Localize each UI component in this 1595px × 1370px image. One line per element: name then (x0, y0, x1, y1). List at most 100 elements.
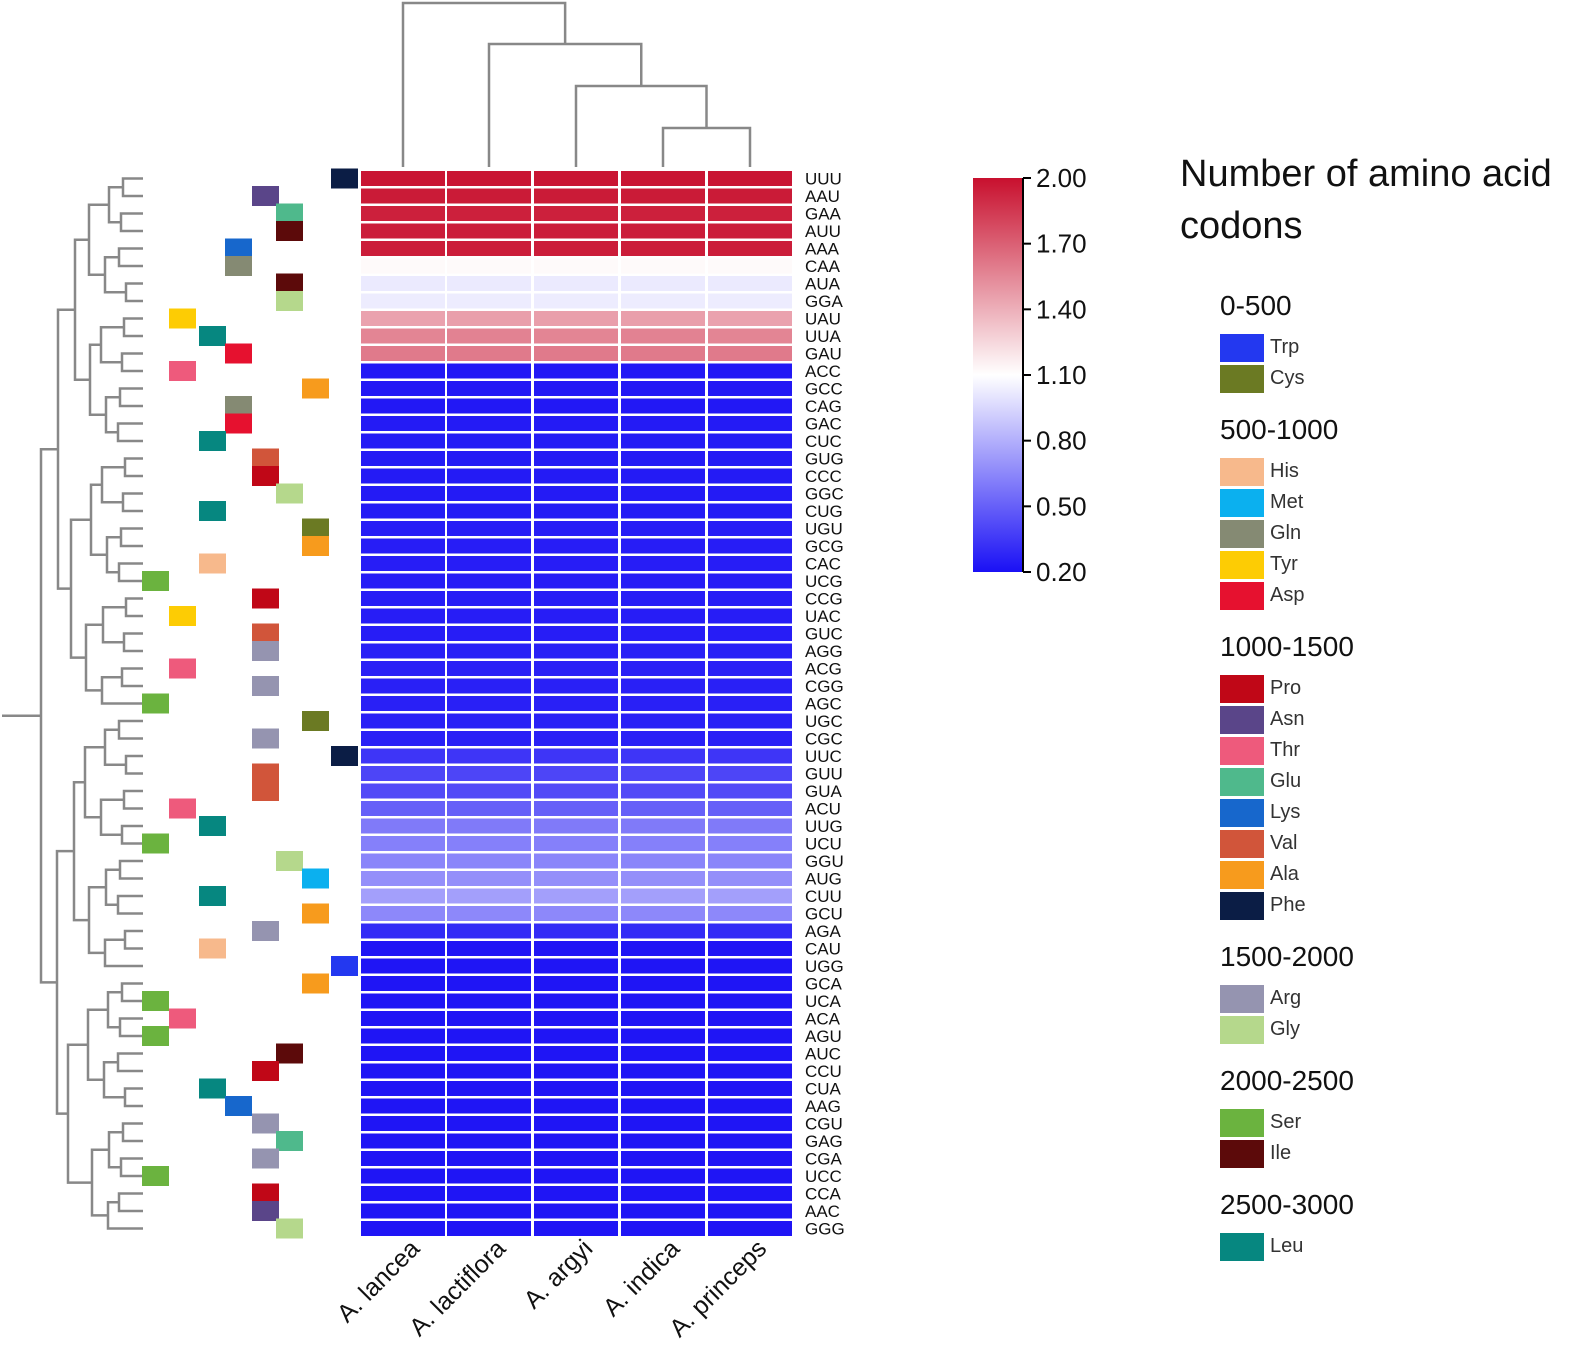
heatmap-cell (708, 976, 792, 991)
amino-acid-mark (252, 448, 279, 469)
row-dendrogram-branch (119, 212, 143, 233)
row-dendrogram-branch (116, 422, 143, 443)
heatmap-cell (361, 818, 445, 834)
amino-acid-mark (169, 798, 196, 819)
heatmap-cell (708, 661, 792, 676)
codon-label: CUG (805, 502, 843, 521)
heatmap-cell (447, 941, 531, 956)
amino-acid-mark (199, 886, 226, 906)
amino-acid-mark (252, 641, 279, 661)
heatmap-cell (361, 801, 445, 816)
color-scale-label: 0.80 (1036, 426, 1087, 456)
amino-acid-mark (302, 518, 329, 539)
amino-acid-mark (252, 588, 279, 609)
heatmap-cell (447, 1168, 531, 1184)
amino-acid-mark (199, 938, 226, 959)
heatmap-cell (708, 381, 792, 396)
legend-label: Tyr (1270, 553, 1298, 575)
heatmap-cell (708, 853, 792, 869)
heatmap-cell (447, 1133, 531, 1149)
codon-label: AUU (805, 222, 841, 241)
amino-acid-mark (199, 431, 226, 451)
heatmap-cell (621, 941, 705, 956)
heatmap-cell (708, 1081, 792, 1096)
heatmap-cell (621, 958, 705, 974)
amino-acid-mark (252, 1113, 279, 1134)
heatmap-cell (534, 451, 618, 466)
heatmap-cell (708, 1186, 792, 1201)
heatmap-cell (621, 241, 705, 256)
heatmap-cell (447, 1063, 531, 1079)
heatmap-cell (708, 1116, 792, 1131)
heatmap-cell (447, 451, 531, 466)
color-scale-label: 1.40 (1036, 294, 1087, 324)
legend-label: Val (1270, 832, 1298, 854)
heatmap-cell (621, 171, 705, 186)
codon-label: ACG (805, 660, 842, 679)
amino-acid-mark (225, 256, 252, 276)
amino-acid-mark (252, 676, 279, 696)
amino-acid-mark (302, 868, 329, 889)
heatmap-cell (621, 293, 705, 309)
row-dendrogram-branch (88, 343, 106, 416)
heatmap-cell (621, 1028, 705, 1044)
heatmap-cell (621, 801, 705, 816)
row-dendrogram-branch (99, 798, 124, 836)
row-dendrogram-branch (117, 719, 143, 740)
heatmap-cell (708, 363, 792, 379)
heatmap-cell (708, 468, 792, 484)
heatmap-cell (708, 1168, 792, 1184)
codon-label: UCC (805, 1167, 842, 1186)
heatmap-cell (621, 976, 705, 991)
heatmap-cell (621, 731, 705, 746)
heatmap-cell (534, 1046, 618, 1061)
legend-group-title: 0-500 (1220, 290, 1292, 321)
heatmap-cell (534, 871, 618, 886)
heatmap-cell (621, 643, 705, 659)
heatmap-cell (447, 731, 531, 746)
amino-acid-mark (199, 1078, 226, 1099)
amino-acid-mark (302, 536, 329, 556)
heatmap-cell (708, 503, 792, 519)
amino-acid-mark (225, 413, 252, 434)
color-scale-bar: 2.00 1.70 1.40 1.10 0.80 0.50 0.20 (973, 163, 1087, 587)
heatmap-cell (621, 363, 705, 379)
row-dendrogram-branch (84, 623, 103, 692)
legend-label: Ile (1270, 1142, 1292, 1164)
amino-acid-mark (276, 1218, 303, 1239)
codon-label: CUA (805, 1080, 842, 1099)
color-scale-label: 2.00 (1036, 163, 1087, 193)
heatmap-cell (361, 486, 445, 501)
heatmap-cell (708, 626, 792, 641)
heatmap-cell (708, 836, 792, 851)
codon-label: GAU (805, 345, 842, 364)
heatmap-cell (708, 346, 792, 361)
heatmap-cell (447, 836, 531, 851)
row-dendrogram-branch (119, 527, 143, 548)
heatmap-cell (708, 486, 792, 501)
heatmap-cell (708, 941, 792, 956)
heatmap-cells (361, 171, 792, 1236)
amino-acid-mark (169, 658, 196, 679)
heatmap-cell (534, 486, 618, 501)
legend-group-title: 2000-2500 (1220, 1065, 1354, 1096)
heatmap-cell (534, 1168, 618, 1184)
heatmap-cell (447, 1116, 531, 1131)
heatmap-cell (534, 1221, 618, 1236)
legend-label: Asp (1270, 584, 1305, 606)
amino-acid-mark (225, 343, 252, 364)
heatmap-cell (534, 678, 618, 694)
heatmap-cell (708, 993, 792, 1009)
row-dendrogram-branch (116, 1052, 143, 1073)
amino-acid-mark (276, 291, 303, 311)
column-dendrogram-branch (487, 42, 643, 167)
heatmap-cell (534, 748, 618, 764)
codon-label: AGC (805, 695, 842, 714)
codon-label: AUC (805, 1045, 841, 1064)
legend-swatch (1220, 830, 1264, 858)
heatmap-cell (621, 748, 705, 764)
heatmap-cell (447, 293, 531, 309)
heatmap-cell (361, 678, 445, 694)
heatmap-cell (447, 381, 531, 396)
row-dendrogram-branch (118, 387, 143, 408)
